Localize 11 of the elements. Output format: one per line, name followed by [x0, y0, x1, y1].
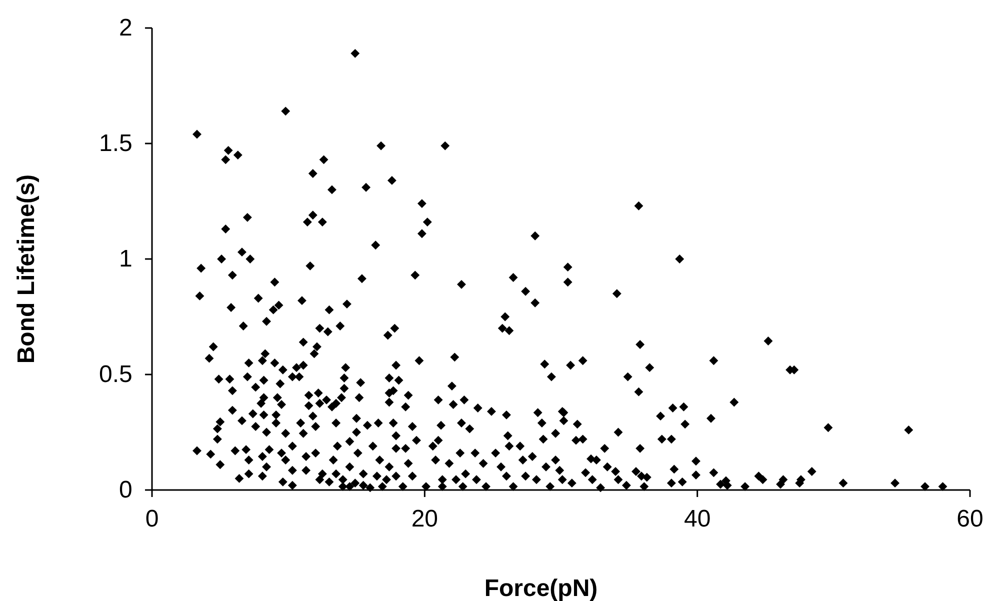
- y-tick-label: 1: [119, 246, 132, 273]
- y-axis-title: Bond Lifetime(s): [13, 174, 40, 364]
- y-tick-label: 0: [119, 476, 132, 504]
- y-tick-label: 2: [119, 14, 132, 42]
- x-tick-label: 60: [956, 505, 984, 532]
- x-tick-label: 40: [684, 505, 711, 532]
- y-tick-label: 0.5: [99, 361, 132, 388]
- x-tick-label: 0: [145, 505, 159, 532]
- x-axis-title: Force(pN): [484, 575, 598, 601]
- x-tick-label: 20: [411, 505, 438, 532]
- y-tick-label: 1.5: [99, 130, 132, 158]
